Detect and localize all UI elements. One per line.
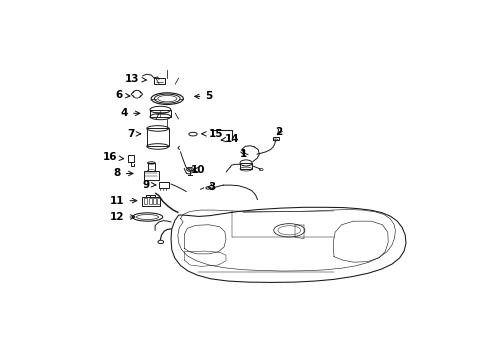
Text: 3: 3	[208, 181, 215, 192]
Text: 5: 5	[194, 91, 212, 102]
Bar	[157, 198, 160, 204]
Text: 2: 2	[275, 127, 282, 138]
Text: 1: 1	[240, 149, 247, 158]
Text: 7: 7	[126, 129, 140, 139]
Bar	[128, 155, 134, 162]
Bar	[146, 129, 168, 147]
Text: 14: 14	[221, 134, 239, 144]
Text: 13: 13	[125, 74, 146, 84]
Bar	[154, 78, 165, 84]
Bar	[143, 171, 159, 180]
Bar	[144, 198, 147, 204]
Bar	[153, 198, 156, 204]
Bar	[142, 197, 160, 206]
Bar	[148, 198, 151, 204]
Bar	[158, 183, 169, 188]
Text: 15: 15	[202, 129, 223, 139]
Text: 9: 9	[142, 180, 156, 190]
Bar	[240, 163, 252, 169]
Text: 6: 6	[115, 90, 130, 100]
Text: 11: 11	[110, 195, 137, 206]
Bar	[147, 163, 155, 171]
Text: 8: 8	[113, 168, 133, 179]
Text: 16: 16	[102, 152, 123, 162]
Text: 4: 4	[121, 108, 140, 118]
Text: 12: 12	[110, 212, 135, 222]
Text: 10: 10	[191, 165, 205, 175]
Bar	[150, 110, 170, 117]
Bar	[272, 136, 278, 140]
